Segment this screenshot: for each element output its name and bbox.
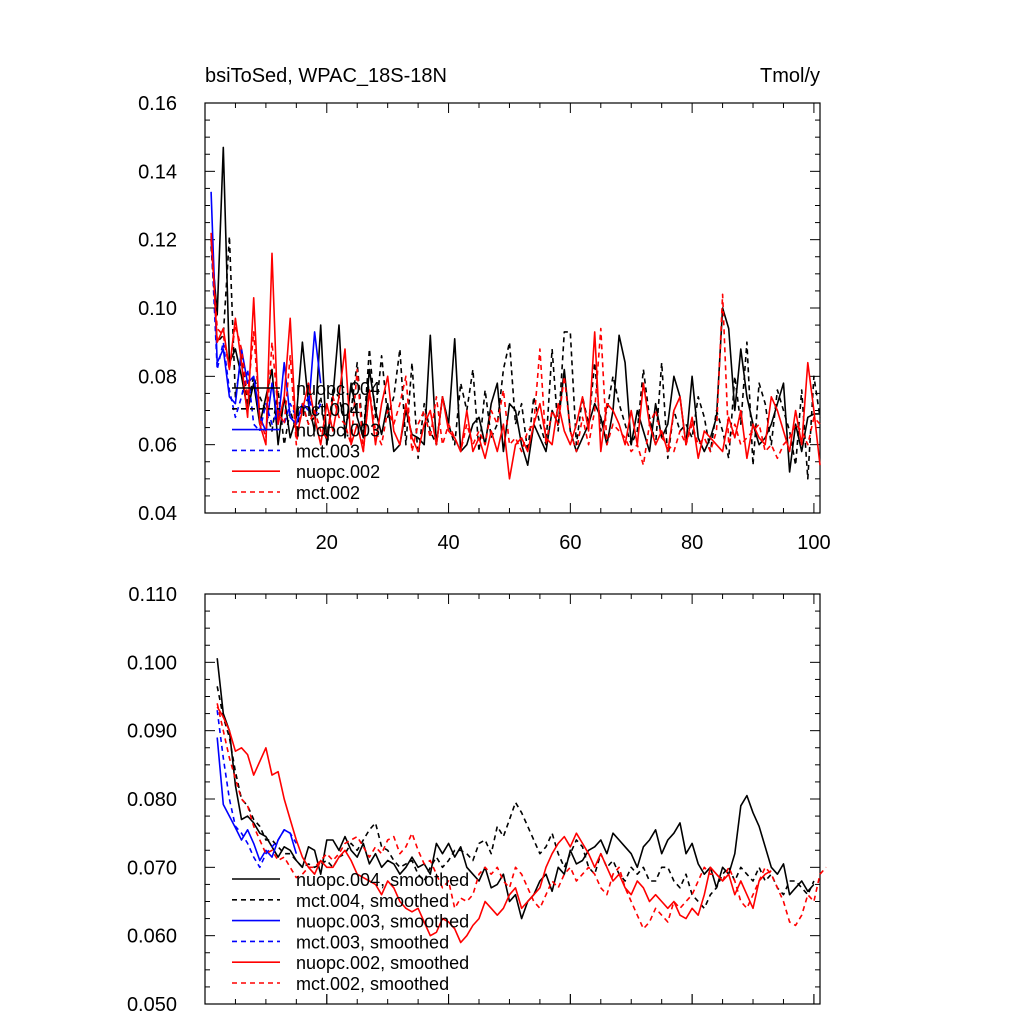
series-line-mct-004-smoothed — [216, 686, 815, 910]
legend-label: nuopc.003, smoothed — [296, 912, 469, 932]
legend-label: mct.002 — [296, 483, 360, 503]
bottom-chart-panel: 0.050 0.060 0.070 0.080 0.090 0.100 0.110 nuop… — [127, 584, 827, 1016]
legend-label: mct.004, smoothed — [296, 891, 449, 911]
bottom-chart-ticks: 0.050 0.060 0.070 0.080 0.090 0.100 0.110 — [127, 584, 820, 1016]
legend-label: mct.002, smoothed — [296, 974, 449, 994]
y-tick-label: 0.04 — [138, 503, 177, 525]
y-tick-label: 0.110 — [128, 584, 177, 606]
legend-label: nuopc.004, smoothed — [296, 870, 469, 890]
legend-label: nuopc.002, smoothed — [296, 953, 469, 973]
top-chart-title: bsiToSed, WPAC_18S-18N — [205, 65, 447, 87]
bottom-chart-series — [216, 658, 827, 944]
series-line-nuopc-002-smoothed — [216, 706, 772, 944]
y-tick-label: 0.08 — [138, 366, 177, 388]
legend-label: mct.003 — [296, 441, 360, 461]
y-tick-label: 0.12 — [138, 230, 177, 252]
y-tick-label: 0.090 — [127, 721, 177, 743]
top-chart-ticks: 20 40 60 80 100 0.04 0.06 0.08 0.10 0.12 0.14 0.16 — [138, 93, 831, 554]
y-tick-label: 0.060 — [127, 926, 177, 948]
x-tick-label: 80 — [681, 532, 703, 554]
y-tick-label: 0.100 — [127, 652, 177, 674]
series-line-mct-004 — [210, 235, 821, 480]
series-line-mct-003-smoothed — [216, 710, 297, 869]
y-tick-label: 0.10 — [138, 298, 177, 320]
top-chart-panel: bsiToSed, WPAC_18S-18N Tmol/y 20 40 60 80 10… — [138, 65, 831, 554]
y-tick-label: 0.16 — [138, 93, 177, 115]
x-tick-label: 100 — [797, 532, 830, 554]
y-tick-label: 0.070 — [127, 857, 177, 879]
x-tick-label: 20 — [316, 532, 338, 554]
legend-label: mct.003, smoothed — [296, 932, 449, 952]
series-line-nuopc-004-smoothed — [216, 658, 815, 920]
legend-label: nuopc.002 — [296, 462, 380, 482]
y-tick-label: 0.050 — [127, 994, 177, 1016]
y-tick-label: 0.080 — [127, 789, 177, 811]
y-tick-label: 0.06 — [138, 435, 177, 457]
y-tick-label: 0.14 — [138, 161, 177, 183]
series-line-mct-002 — [210, 239, 821, 467]
legend-label: nuopc.004 — [296, 379, 380, 399]
top-chart-units: Tmol/y — [760, 65, 820, 87]
top-chart-series — [210, 146, 821, 480]
series-line-mct-003 — [210, 236, 322, 432]
x-tick-label: 60 — [559, 532, 581, 554]
legend-label: nuopc.003 — [296, 421, 380, 441]
legend-label: mct.004 — [296, 400, 360, 420]
x-tick-label: 40 — [437, 532, 459, 554]
series-line-nuopc-002 — [210, 232, 821, 480]
series-line-mct-002-smoothed — [216, 703, 827, 930]
top-chart-legend: nuopc.004mct.004nuopc.003mct.003nuopc.00… — [232, 379, 380, 503]
